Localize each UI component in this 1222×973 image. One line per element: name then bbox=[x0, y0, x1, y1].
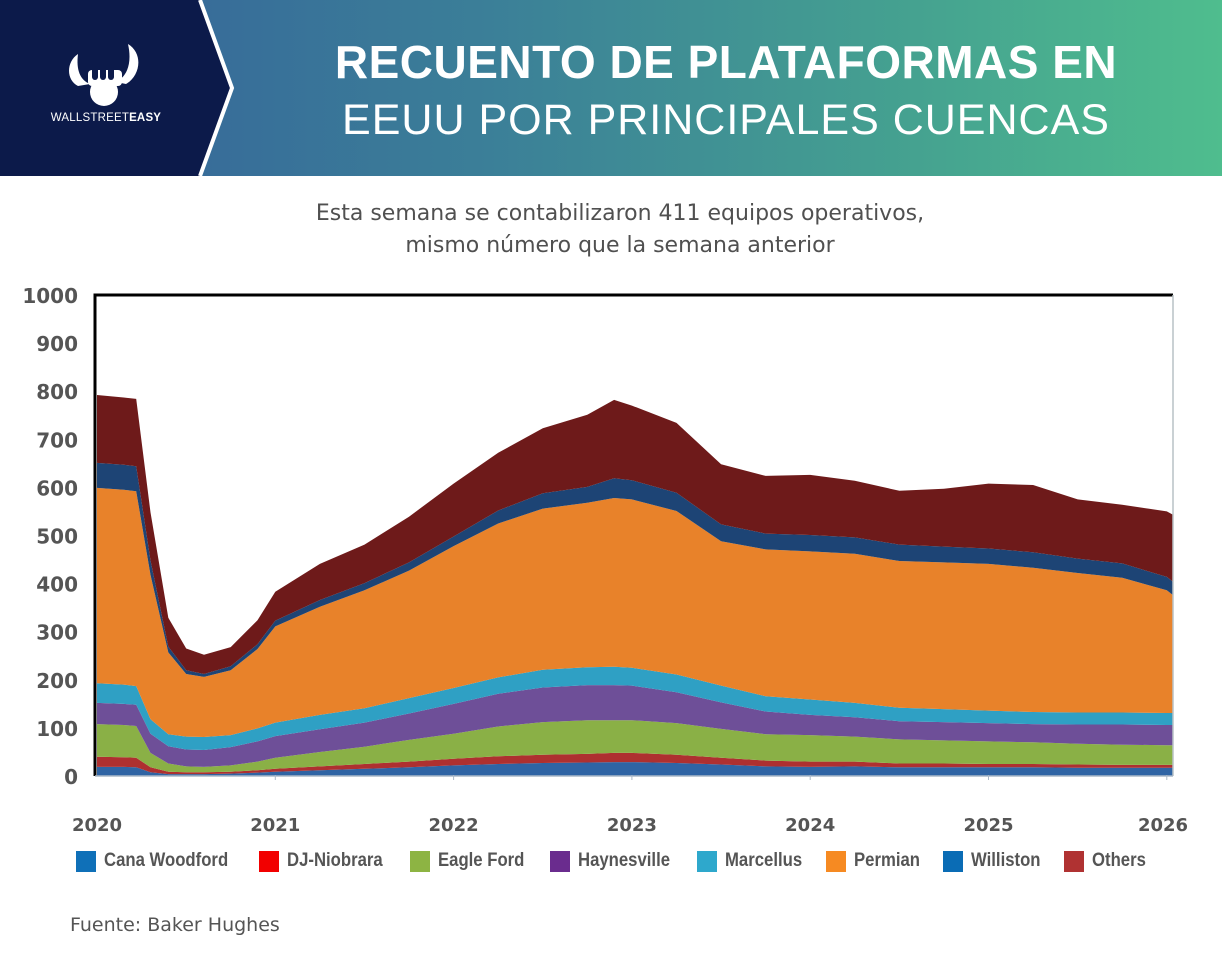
chevron-divider bbox=[198, 0, 235, 176]
area-series-marcellus bbox=[97, 666, 1173, 750]
legend-item-dj-niobrara: DJ-Niobrara bbox=[259, 850, 384, 872]
page-title-line-1: RECUENTO DE PLATAFORMAS EN bbox=[334, 36, 1118, 88]
x-tick-label: 2023 bbox=[607, 815, 657, 836]
logo-text-bold: EASY bbox=[129, 112, 162, 124]
legend-item-eagle-ford: Eagle Ford bbox=[409, 850, 525, 872]
subtitle-line-1: Esta semana se contabilizaron 411 equipo… bbox=[315, 201, 925, 226]
legend-item-marcellus: Marcellus bbox=[696, 850, 802, 872]
legend-label: Others bbox=[1092, 850, 1147, 871]
legend-label: Haynesville bbox=[578, 850, 671, 871]
legend-swatch bbox=[696, 850, 717, 872]
area-series-permian bbox=[97, 487, 1173, 737]
header-banner: WALLSTREETEASY RECUENTO DE PLATAFORMAS E… bbox=[0, 0, 1222, 176]
area-series-others bbox=[97, 395, 1173, 674]
x-tick-label: 2021 bbox=[250, 815, 300, 836]
area-series-dj-niobrara bbox=[97, 752, 1173, 775]
legend-label: Williston bbox=[971, 850, 1041, 871]
y-tick-label: 400 bbox=[36, 573, 78, 597]
legend-label: Permian bbox=[854, 850, 921, 871]
area-series-haynesville bbox=[97, 685, 1173, 767]
axes bbox=[93, 293, 1174, 777]
bull-fist-icon bbox=[69, 44, 139, 106]
y-tick-label: 500 bbox=[36, 525, 78, 549]
legend-item-permian: Permian bbox=[826, 850, 921, 872]
logo-wordmark: WALLSTREETEASY bbox=[46, 112, 166, 124]
y-tick-label: 300 bbox=[36, 621, 78, 645]
y-tick-label: 100 bbox=[36, 717, 78, 741]
legend-label: Cana Woodford bbox=[104, 850, 229, 871]
y-tick-label: 200 bbox=[36, 669, 78, 693]
logo-text-light: WALLSTREET bbox=[50, 112, 130, 124]
legend-item-others: Others bbox=[1064, 850, 1146, 872]
x-tick-label: 2026 bbox=[1138, 815, 1188, 836]
area-layers bbox=[97, 395, 1173, 776]
legend-item-cana-woodford: Cana Woodford bbox=[76, 850, 233, 872]
x-tick-label: 2024 bbox=[785, 815, 835, 836]
x-tick-label: 2022 bbox=[429, 815, 479, 836]
subtitle-line-2: mismo número que la semana anterior bbox=[405, 233, 835, 258]
y-tick-label: 1000 bbox=[22, 284, 78, 308]
area-series-eagle-ford bbox=[97, 720, 1173, 773]
y-tick-label: 600 bbox=[36, 476, 78, 500]
y-tick-label: 800 bbox=[36, 380, 78, 404]
legend-item-haynesville: Haynesville bbox=[550, 850, 671, 872]
y-tick-label: 700 bbox=[36, 428, 78, 452]
legend-swatch bbox=[943, 850, 964, 872]
x-tick-label: 2020 bbox=[72, 815, 122, 836]
legend-label: Marcellus bbox=[724, 850, 802, 871]
legend-swatch bbox=[259, 850, 280, 872]
legend-swatch bbox=[76, 850, 96, 872]
y-tick-label: 900 bbox=[36, 332, 78, 356]
logo-panel: WALLSTREETEASY bbox=[0, 0, 240, 176]
legend-swatch bbox=[550, 850, 571, 872]
page-title-line-2: EEUU POR PRINCIPALES CUENCAS bbox=[342, 96, 1110, 144]
area-series-cana-woodford bbox=[97, 762, 1173, 776]
legend-swatch bbox=[1064, 850, 1085, 872]
y-axis-ticks: 0 100 200 300 400 500 600 700 800 900 1000 bbox=[22, 284, 78, 789]
chart-subtitle: Esta semana se contabilizaron 411 equipo… bbox=[0, 198, 1222, 262]
legend-swatch bbox=[826, 850, 847, 872]
chart-legend: Cana Woodford DJ-Niobrara Eagle Ford Haynes… bbox=[76, 850, 1168, 872]
legend-label: Eagle Ford bbox=[437, 850, 525, 871]
x-axis-ticks: 2020 2021 2022 2023 2024 2025 2026 bbox=[72, 775, 1188, 836]
logo-panel-bg bbox=[0, 0, 235, 176]
x-tick-label: 2025 bbox=[963, 815, 1013, 836]
source-note: Fuente: Baker Hughes bbox=[70, 914, 280, 936]
legend-swatch bbox=[409, 850, 430, 872]
y-tick-label: 0 bbox=[64, 765, 78, 789]
legend-label: DJ-Niobrara bbox=[287, 850, 383, 871]
legend-item-williston: Williston bbox=[943, 850, 1041, 872]
